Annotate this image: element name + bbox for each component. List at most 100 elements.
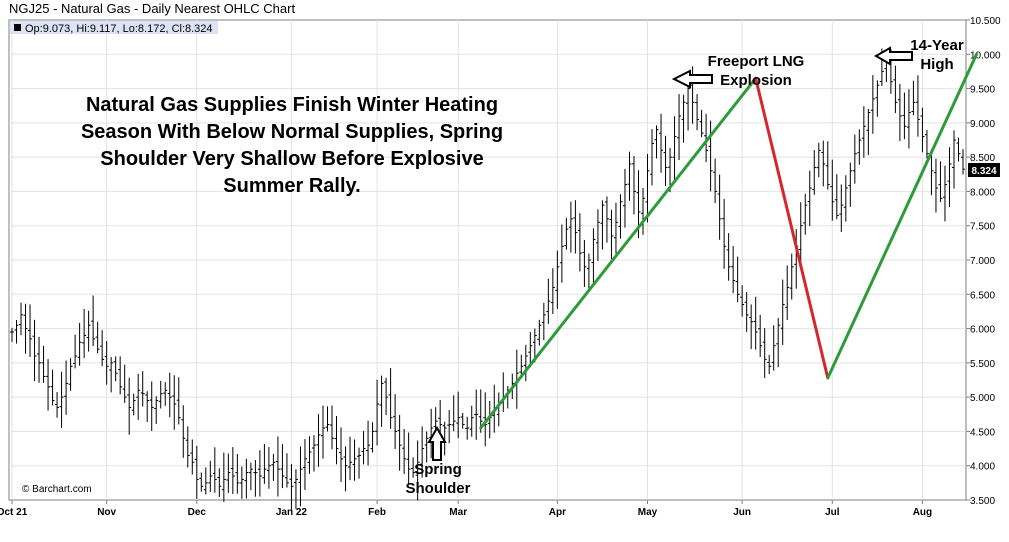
ohlc-bar — [23, 303, 28, 354]
annotation-spring-line-1: Spring — [414, 461, 462, 478]
x-tick-label: Nov — [97, 507, 116, 518]
ohlc-bar — [744, 292, 749, 332]
ohlc-bar — [55, 392, 60, 418]
ohlc-bar — [920, 107, 925, 153]
y-axis: 3.500 4.000 4.500 5.000 5.500 6.000 6.500 7.000… — [966, 16, 1001, 507]
ohlc-bar — [956, 137, 961, 162]
ohlc-bar — [843, 175, 848, 222]
ohlc-bar — [86, 310, 91, 352]
ohlc-bar — [190, 439, 195, 475]
ohlc-bar — [384, 377, 389, 416]
ohlc-bar — [762, 328, 767, 378]
ohlc-bar — [14, 319, 19, 344]
ohlc-bar — [758, 314, 763, 357]
ohlc-bar — [100, 330, 105, 367]
ohlc-bar — [613, 202, 618, 254]
ohlc-bar — [861, 106, 866, 158]
ohlc-bar — [339, 427, 344, 482]
annotation-freeport-line-2: Explosion — [720, 72, 792, 89]
ohlc-bar — [659, 113, 664, 173]
ohlc-bar — [550, 268, 555, 315]
ohlc-bar — [302, 439, 307, 490]
ohlc-bar — [77, 322, 82, 366]
ohlc-bar — [127, 377, 132, 435]
ohlc-bar — [442, 421, 447, 456]
ohlc-bar — [167, 372, 172, 418]
ohlc-bar — [145, 391, 150, 423]
ohlc-bar — [352, 439, 357, 481]
ohlc-bar — [68, 358, 73, 391]
headline-line-2: Season With Below Normal Supplies, Sprin… — [81, 121, 503, 143]
x-tick-label: May — [638, 507, 658, 518]
x-tick-label: Jun — [733, 507, 751, 518]
ohlc-bar — [852, 134, 857, 184]
annotation-high-line-2: High — [920, 56, 953, 73]
ohlc-bar — [902, 92, 907, 140]
ohlc-bar — [320, 405, 325, 459]
ohlc-bar — [875, 80, 880, 117]
ohlc-bar — [172, 375, 177, 430]
ohlc-bar — [199, 472, 204, 492]
ohlc-bar — [113, 356, 118, 382]
ohlc-bar — [217, 468, 222, 497]
ohlc-bar — [163, 382, 168, 406]
ohlc-bar — [650, 129, 655, 186]
ohlc-bar — [699, 109, 704, 138]
ohlc-bar — [713, 158, 718, 203]
ohlc-bar — [731, 246, 736, 294]
trend-line — [479, 76, 758, 430]
ohlc-bar — [91, 295, 96, 347]
ohlc-bar — [740, 285, 745, 317]
ohlc-bar — [654, 125, 659, 159]
ohlc-bar — [402, 429, 407, 474]
ohlc-bar — [181, 405, 186, 458]
ohlc-bar — [640, 187, 645, 235]
ohlc-bar — [870, 75, 875, 134]
headline-line-4: Summer Rally. — [223, 175, 360, 197]
ohlc-bar — [325, 406, 330, 432]
ohlc-bar — [158, 380, 163, 409]
ohlc-bar — [582, 239, 587, 287]
ohlc-bar — [41, 345, 46, 383]
y-tick-label: 5.000 — [970, 393, 995, 404]
ohlc-bar — [334, 416, 339, 465]
ohlc-bar — [28, 304, 33, 358]
x-tick-label: Feb — [368, 507, 386, 518]
y-tick-label: 7.000 — [970, 256, 995, 267]
ohlc-bar — [595, 209, 600, 261]
ohlc-bar — [397, 414, 402, 471]
ohlc-bar — [230, 447, 235, 495]
x-tick-label: Jul — [825, 507, 840, 518]
ohlc-bar — [825, 141, 830, 190]
y-tick-label: 6.000 — [970, 325, 995, 336]
ohlc-bar — [451, 395, 456, 432]
ohlc-bar — [348, 436, 353, 481]
ohlc-bar — [253, 460, 258, 497]
ohlc-bar — [50, 369, 55, 406]
ohlc-bar — [370, 422, 375, 453]
ohlc-bar — [140, 371, 145, 407]
ohlc-bar — [523, 344, 528, 382]
ohlc-bar — [293, 469, 298, 509]
ohlc-bar — [406, 432, 411, 484]
ohlc-bar — [807, 170, 812, 227]
ohlc-bar — [266, 447, 271, 489]
ohlc-bar — [366, 420, 371, 466]
ohlc-bar — [816, 142, 821, 178]
y-tick-label: 8.500 — [970, 153, 995, 164]
ohlc-bar — [248, 462, 253, 491]
ohlc-bar — [284, 453, 289, 488]
ohlc-bar — [19, 302, 24, 336]
ohlc-bar — [568, 201, 573, 253]
annotation-freeport: Freeport LNG Explosion — [671, 53, 804, 89]
ohlc-bar — [149, 381, 154, 431]
ohlc-bar — [780, 279, 785, 346]
ohlc-bar — [839, 184, 844, 233]
x-tick-label: Jan 22 — [276, 507, 308, 518]
y-tick-label: 10.000 — [970, 50, 1001, 61]
last-price-box — [968, 163, 1000, 177]
ohlc-bar — [947, 147, 952, 208]
ohlc-bar — [749, 304, 754, 350]
